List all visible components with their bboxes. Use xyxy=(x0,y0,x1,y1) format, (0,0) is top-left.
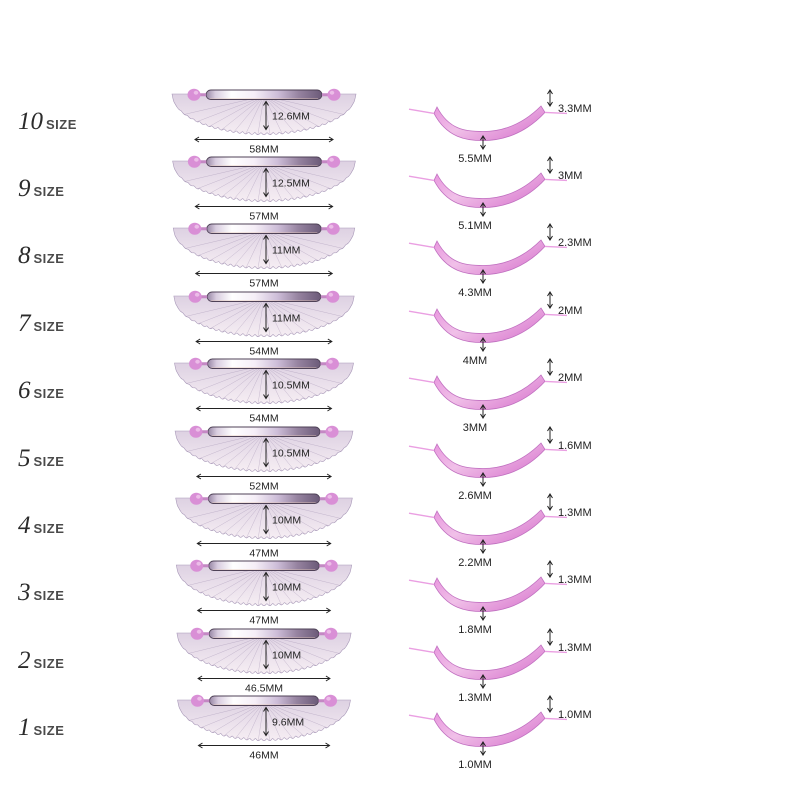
svg-text:1.3MM: 1.3MM xyxy=(558,574,592,586)
svg-text:1.6MM: 1.6MM xyxy=(558,440,592,452)
svg-text:1.0MM: 1.0MM xyxy=(458,759,492,771)
svg-text:3MM: 3MM xyxy=(558,170,582,182)
svg-text:2MM: 2MM xyxy=(558,305,582,317)
svg-text:1.0MM: 1.0MM xyxy=(558,709,592,721)
svg-text:1.3MM: 1.3MM xyxy=(558,642,592,654)
svg-text:1.3MM: 1.3MM xyxy=(558,507,592,519)
svg-text:2MM: 2MM xyxy=(558,372,582,384)
svg-text:3.3MM: 3.3MM xyxy=(558,103,592,115)
svg-text:2.3MM: 2.3MM xyxy=(558,237,592,249)
